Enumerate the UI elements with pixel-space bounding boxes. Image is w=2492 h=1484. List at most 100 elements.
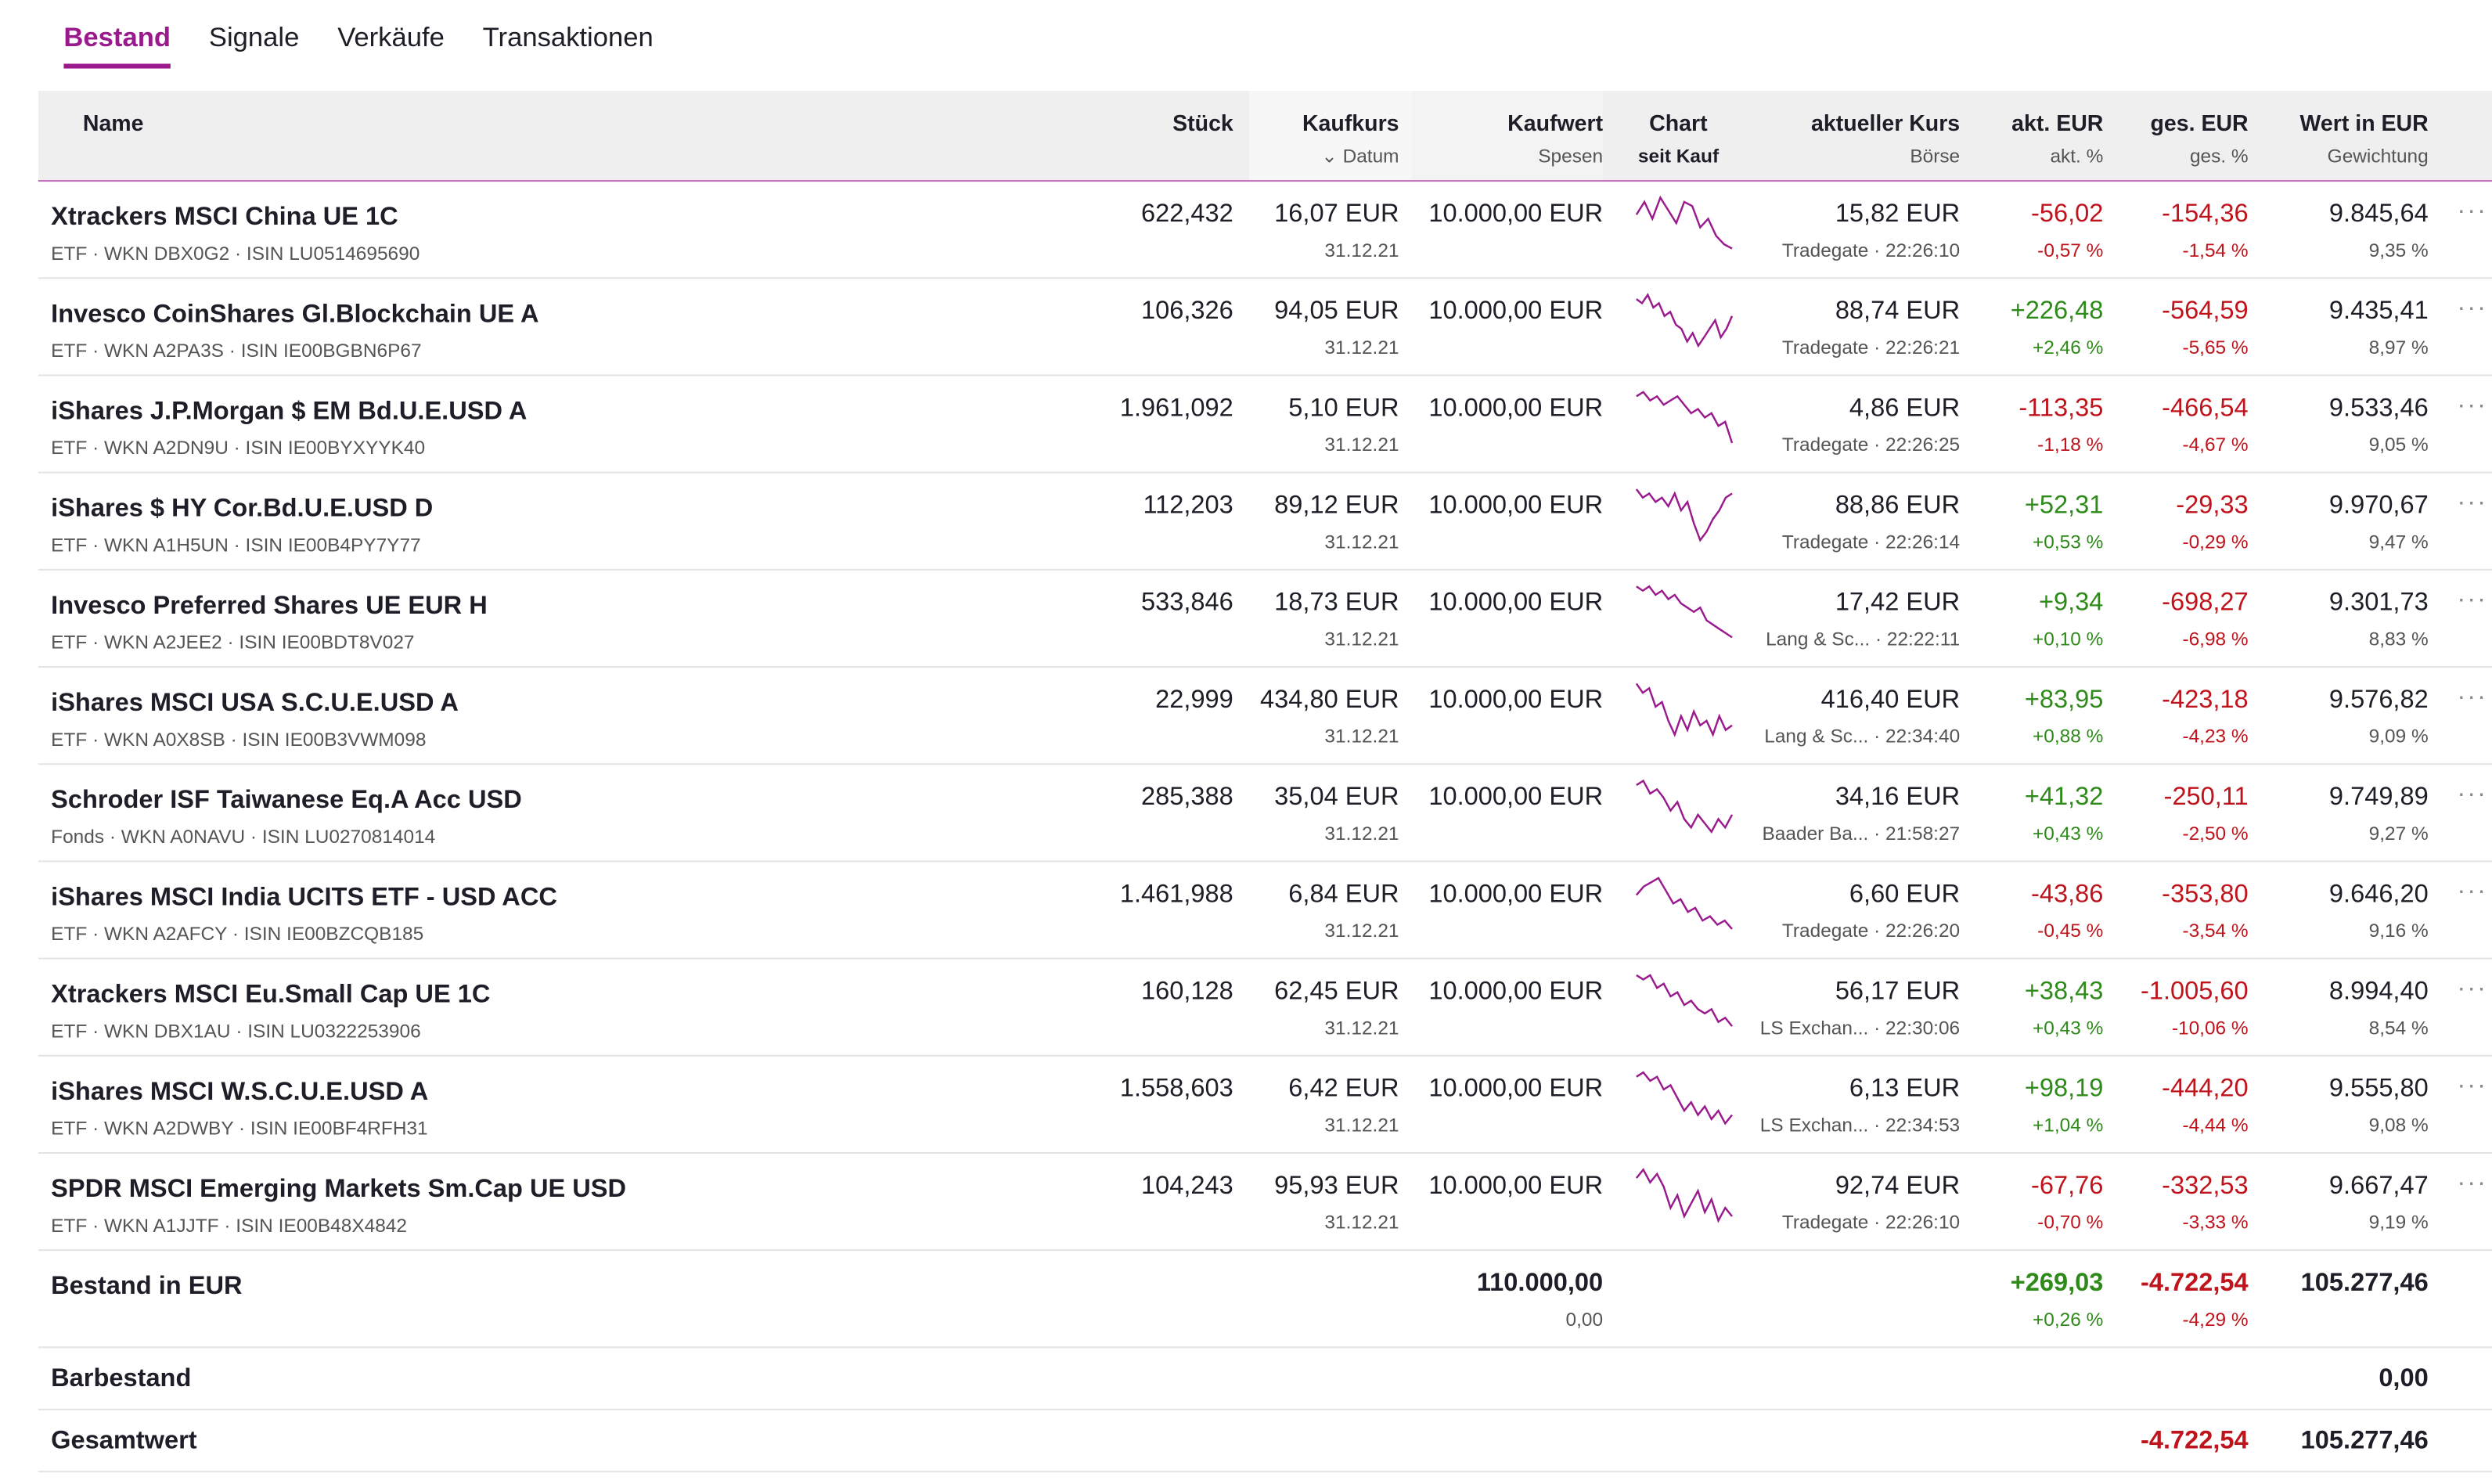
col-name[interactable]: Name <box>82 110 144 136</box>
sparkline-chart[interactable] <box>1635 389 1734 446</box>
more-options-icon[interactable]: ··· <box>2457 1169 2488 1197</box>
holding-name[interactable]: Xtrackers MSCI China UE 1C <box>51 204 398 232</box>
holding-name-cell[interactable]: Xtrackers MSCI China UE 1C ETF · WKN DBX0… <box>51 203 420 265</box>
sparkline-chart[interactable] <box>1635 1166 1734 1223</box>
sparkline-chart[interactable] <box>1635 292 1734 349</box>
sparkline-chart[interactable] <box>1635 972 1734 1029</box>
sparkline-chart[interactable] <box>1635 680 1734 737</box>
kaufwert-value: 10.000,00 EUR <box>1428 686 1604 715</box>
table-row[interactable]: Xtrackers MSCI China UE 1C ETF · WKN DBX0… <box>38 182 2492 279</box>
kaufwert-value: 10.000,00 EUR <box>1428 881 1604 909</box>
more-options-icon[interactable]: ··· <box>2457 974 2488 1003</box>
holding-name[interactable]: Invesco Preferred Shares UE EUR H <box>51 593 488 620</box>
kaufdatum-value: 31.12.21 <box>1324 433 1399 456</box>
kurs-value: 6,13 EUR <box>1849 1075 1961 1103</box>
tab-verkaeufe[interactable]: Verkäufe <box>337 22 445 53</box>
holding-name[interactable]: SPDR MSCI Emerging Markets Sm.Cap UE USD <box>51 1176 627 1204</box>
table-row[interactable]: SPDR MSCI Emerging Markets Sm.Cap UE USD… <box>38 1154 2492 1252</box>
sparkline-chart[interactable] <box>1635 583 1734 640</box>
holding-name-cell[interactable]: Xtrackers MSCI Eu.Small Cap UE 1C ETF · W… <box>51 980 490 1042</box>
table-row[interactable]: Xtrackers MSCI Eu.Small Cap UE 1C ETF · W… <box>38 960 2492 1057</box>
more-options-icon[interactable]: ··· <box>2457 586 2488 614</box>
holding-name-cell[interactable]: Invesco CoinShares Gl.Blockchain UE A ETF… <box>51 300 538 362</box>
more-options-icon[interactable]: ··· <box>2457 877 2488 906</box>
holding-name-cell[interactable]: SPDR MSCI Emerging Markets Sm.Cap UE USD… <box>51 1174 626 1236</box>
col-seit-kauf: seit Kauf <box>1637 145 1720 167</box>
kaufwert-value: 10.000,00 EUR <box>1428 589 1604 617</box>
sparkline-chart[interactable] <box>1635 875 1734 932</box>
col-spesen: Spesen <box>1538 145 1604 167</box>
sparkline-path <box>1636 1071 1733 1126</box>
kaufkurs-value: 95,93 EUR <box>1274 1172 1399 1201</box>
stueck-value: 533,846 <box>1141 589 1233 617</box>
holding-name[interactable]: iShares MSCI India UCITS ETF - USD ACC <box>51 884 557 912</box>
col-akt-eur-label: akt. EUR <box>2011 110 2104 136</box>
akt-pct-value: +0,43 % <box>2033 822 2104 845</box>
akt-eur-value: -67,76 <box>2031 1172 2104 1201</box>
kaufkurs-value: 35,04 EUR <box>1274 783 1399 812</box>
table-row[interactable]: Schroder ISF Taiwanese Eq.A Acc USD Fonds… <box>38 765 2492 863</box>
col-chart[interactable]: Chart seit Kauf <box>1638 110 1719 168</box>
more-options-icon[interactable]: ··· <box>2457 294 2488 322</box>
holding-name[interactable]: Invesco CoinShares Gl.Blockchain UE A <box>51 301 539 329</box>
akt-pct-value: +1,04 % <box>2033 1114 2104 1136</box>
table-row[interactable]: Invesco CoinShares Gl.Blockchain UE A ETF… <box>38 279 2492 376</box>
holding-name-cell[interactable]: Invesco Preferred Shares UE EUR H ETF · W… <box>51 591 488 653</box>
more-options-icon[interactable]: ··· <box>2457 780 2488 809</box>
col-kaufwert[interactable]: Kaufwert Spesen <box>1507 110 1603 168</box>
stueck-value: 22,999 <box>1155 686 1233 715</box>
gewichtung-value: 8,97 % <box>2368 336 2429 359</box>
more-options-icon[interactable]: ··· <box>2457 391 2488 420</box>
tab-bestand[interactable]: Bestand <box>63 23 171 69</box>
col-ges-eur[interactable]: ges. EUR ges. % <box>2151 110 2249 168</box>
ges-pct-value: -0,29 % <box>2182 530 2249 553</box>
col-wert[interactable]: Wert in EUR Gewichtung <box>2300 110 2429 168</box>
holding-name[interactable]: iShares MSCI W.S.C.U.E.USD A <box>51 1079 429 1106</box>
holding-name-cell[interactable]: iShares $ HY Cor.Bd.U.E.USD D ETF · WKN A… <box>51 494 433 556</box>
sparkline-chart[interactable] <box>1635 486 1734 543</box>
table-row[interactable]: iShares $ HY Cor.Bd.U.E.USD D ETF · WKN A… <box>38 474 2492 571</box>
sparkline-chart[interactable] <box>1635 778 1734 835</box>
more-options-icon[interactable]: ··· <box>2457 489 2488 517</box>
holding-name-cell[interactable]: iShares MSCI India UCITS ETF - USD ACC ET… <box>51 883 557 945</box>
table-row[interactable]: iShares MSCI W.S.C.U.E.USD A ETF · WKN A2… <box>38 1057 2492 1154</box>
holding-identifiers: ETF · WKN A2DN9U · ISIN IE00BYXYYK40 <box>51 436 426 459</box>
holding-name[interactable]: iShares $ HY Cor.Bd.U.E.USD D <box>51 495 434 523</box>
ges-eur-value: -444,20 <box>2162 1075 2249 1103</box>
table-row[interactable]: Invesco Preferred Shares UE EUR H ETF · W… <box>38 571 2492 668</box>
holding-name-cell[interactable]: Schroder ISF Taiwanese Eq.A Acc USD Fonds… <box>51 786 522 848</box>
boerse-value: Tradegate · 22:26:20 <box>1781 919 1961 942</box>
holding-name[interactable]: Schroder ISF Taiwanese Eq.A Acc USD <box>51 787 522 815</box>
holding-name-cell[interactable]: iShares J.P.Morgan $ EM Bd.U.E.USD A ETF … <box>51 397 527 459</box>
kaufwert-cell: 10.000,00 EUR <box>1428 977 1603 1009</box>
holding-name-cell[interactable]: iShares MSCI USA S.C.U.E.USD A ETF · WKN … <box>51 689 459 751</box>
holding-identifiers: ETF · WKN A1JJTF · ISIN IE00B48X4842 <box>51 1214 407 1237</box>
boerse-value: Tradegate · 22:26:14 <box>1781 530 1961 553</box>
tab-signale[interactable]: Signale <box>208 22 300 53</box>
col-stueck[interactable]: Stück <box>1172 110 1233 136</box>
table-row[interactable]: iShares J.P.Morgan $ EM Bd.U.E.USD A ETF … <box>38 376 2492 474</box>
holding-name[interactable]: iShares J.P.Morgan $ EM Bd.U.E.USD A <box>51 398 528 426</box>
stueck-value: 1.461,988 <box>1119 881 1233 909</box>
table-row[interactable]: iShares MSCI USA S.C.U.E.USD A ETF · WKN … <box>38 668 2492 765</box>
col-kaufkurs[interactable]: Kaufkurs ⌄ Datum <box>1302 110 1399 168</box>
ges-pct-value: -5,65 % <box>2182 336 2249 359</box>
more-options-icon[interactable]: ··· <box>2457 1072 2488 1100</box>
more-options-icon[interactable]: ··· <box>2457 197 2488 225</box>
table-row[interactable]: iShares MSCI India UCITS ETF - USD ACC ET… <box>38 862 2492 960</box>
more-options-icon[interactable]: ··· <box>2457 683 2488 711</box>
tab-transaktionen[interactable]: Transaktionen <box>482 22 654 53</box>
col-akt-eur[interactable]: akt. EUR akt. % <box>2011 110 2103 168</box>
kaufwert-value: 10.000,00 EUR <box>1428 297 1604 326</box>
holding-name[interactable]: Xtrackers MSCI Eu.Small Cap UE 1C <box>51 982 491 1009</box>
holding-name[interactable]: iShares MSCI USA S.C.U.E.USD A <box>51 690 459 718</box>
wert-value: 9.970,67 <box>2328 492 2429 520</box>
boerse-value: LS Exchan... · 22:30:06 <box>1759 1016 1961 1039</box>
sparkline-chart[interactable] <box>1635 1069 1734 1126</box>
stueck-cell: 1.461,988 <box>1120 880 1233 912</box>
boerse-value: Lang & Sc... · 22:22:11 <box>1766 628 1961 650</box>
sparkline-chart[interactable] <box>1635 194 1734 251</box>
holding-name-cell[interactable]: iShares MSCI W.S.C.U.E.USD A ETF · WKN A2… <box>51 1077 428 1139</box>
col-aktueller-kurs[interactable]: aktueller Kurs Börse <box>1811 110 1960 168</box>
kurs-value: 56,17 EUR <box>1835 978 1961 1006</box>
